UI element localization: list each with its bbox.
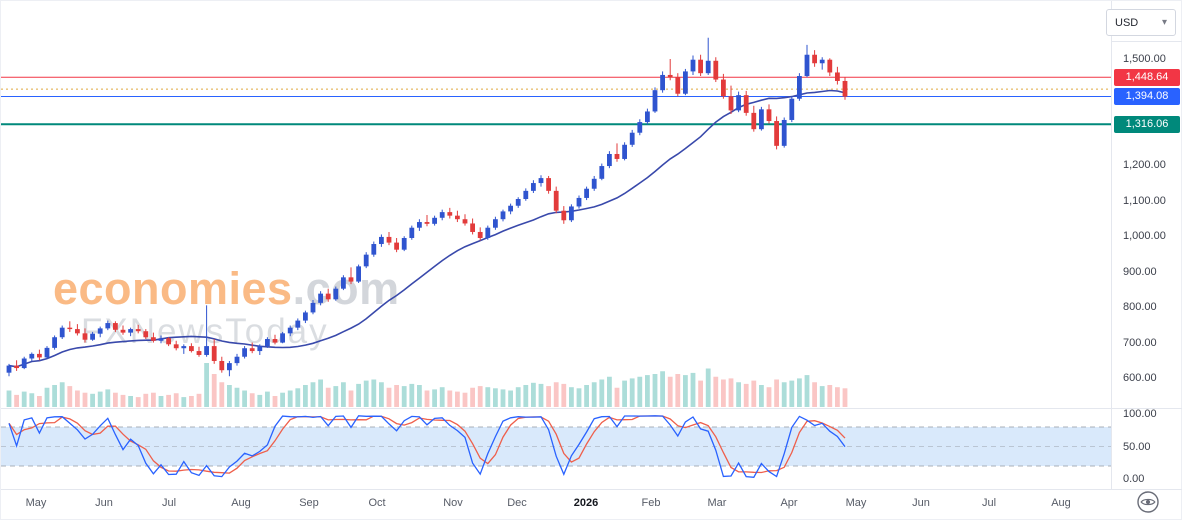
time-axis-label: Oct — [368, 497, 386, 509]
price-axis-label: 1,500.00 — [1123, 53, 1166, 65]
panel-divider[interactable] — [1, 408, 1182, 409]
price-level-badge: 1,394.08 — [1114, 88, 1180, 106]
price-axis-label: 700.00 — [1123, 336, 1157, 349]
currency-selector[interactable]: USD ▾ — [1106, 9, 1176, 36]
time-axis-label: Jun — [95, 497, 113, 509]
oscillator-axis-label: 50.00 — [1123, 440, 1151, 453]
time-axis-label: Sep — [299, 497, 319, 509]
chevron-down-icon: ▾ — [1161, 16, 1167, 28]
price-levels-layer — [1, 76, 1111, 126]
time-axis[interactable]: May Jun Jul Aug Sep Oct Nov Dec 2026 Feb Mar Apr May… — [1, 489, 1182, 520]
time-axis-label: May — [25, 497, 47, 509]
time-axis-label: 2026 — [573, 497, 599, 509]
volume-layer — [6, 363, 848, 407]
time-axis-label: May — [845, 497, 867, 509]
price-level-badge: 1,316.06 — [1114, 115, 1180, 133]
time-axis-label: Jul — [981, 497, 997, 509]
price-chart-canvas[interactable] — [1, 1, 1111, 489]
price-axis-label: 600.00 — [1123, 372, 1157, 384]
oscillator-axis-label: 100.00 — [1123, 408, 1157, 420]
time-axis-border — [1, 489, 1182, 490]
price-axis[interactable]: 1,500.00 1,200.00 1,100.00 1,000.00 900.00 80… — [1111, 1, 1182, 489]
candles-layer — [6, 37, 848, 377]
time-axis-label: Aug — [231, 497, 251, 509]
time-axis-label: Jun — [912, 497, 930, 509]
price-level-badge: 1,448.64 — [1114, 68, 1180, 86]
time-axis-label: Feb — [641, 497, 661, 509]
price-axis-label: 1,200.00 — [1123, 159, 1166, 172]
time-axis-label: Aug — [1051, 497, 1071, 509]
price-axis-label: 1,100.00 — [1123, 194, 1166, 207]
oscillator-axis-label: 0.00 — [1123, 473, 1145, 485]
moving-average-line — [8, 89, 846, 368]
price-axis-label: 1,000.00 — [1123, 230, 1166, 243]
time-axis-label: Mar — [707, 497, 727, 509]
time-axis-label: Apr — [780, 497, 798, 509]
currency-value: USD — [1115, 16, 1139, 29]
price-axis-border — [1111, 1, 1112, 489]
time-axis-label: Jul — [161, 497, 177, 509]
time-axis-label: Dec — [507, 497, 527, 509]
price-axis-label: 900.00 — [1123, 265, 1157, 278]
time-axis-label: Nov — [443, 497, 463, 509]
stochastic-layer — [8, 415, 846, 478]
logo-eye-icon[interactable] — [1136, 490, 1160, 514]
currency-selector-underline — [1111, 41, 1182, 42]
price-axis-label: 800.00 — [1123, 301, 1157, 314]
